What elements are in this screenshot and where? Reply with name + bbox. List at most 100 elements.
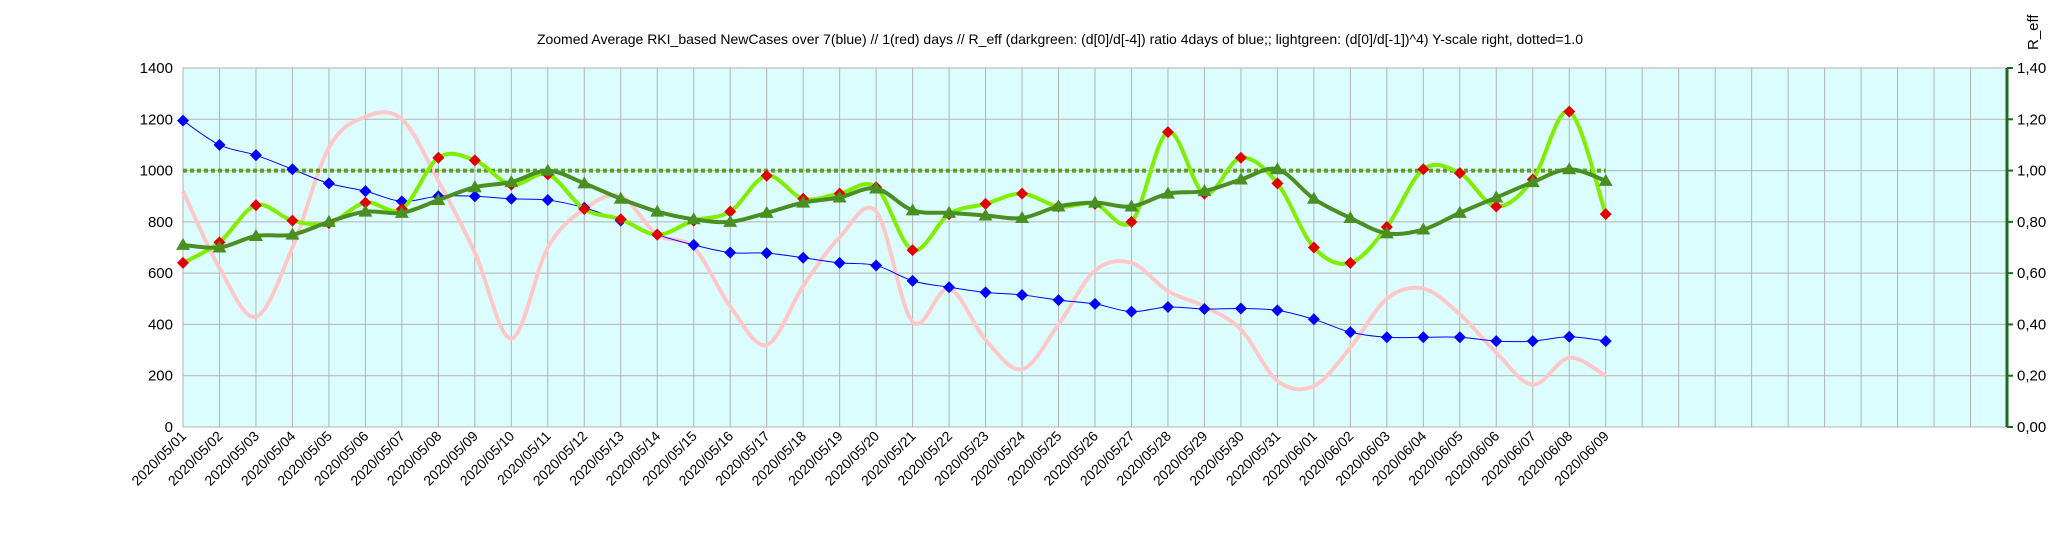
- data-point: [468, 190, 481, 203]
- data-point: [504, 175, 519, 188]
- y2-tick-label: 1,00: [2017, 163, 2046, 180]
- data-point: [942, 205, 957, 218]
- data-point: [1416, 222, 1431, 235]
- data-point: [1563, 330, 1576, 343]
- data-point: [322, 177, 335, 190]
- y2-tick-label: 0,60: [2017, 265, 2046, 282]
- data-point: [1453, 331, 1466, 344]
- data-point: [1270, 162, 1285, 175]
- data-point: [614, 213, 627, 226]
- data-point: [359, 196, 372, 209]
- data-point: [979, 286, 992, 299]
- data-point: [979, 197, 992, 210]
- data-point: [1124, 199, 1139, 212]
- data-point: [1016, 288, 1029, 301]
- data-point: [467, 180, 482, 193]
- data-point: [213, 138, 226, 151]
- data-point: [1161, 300, 1174, 313]
- data-point: [1417, 163, 1430, 176]
- y2-axis-label: R_eff: [2025, 14, 2042, 50]
- data-point: [1234, 302, 1247, 315]
- data-point: [760, 247, 773, 260]
- data-point: [1306, 191, 1321, 204]
- data-point: [1051, 199, 1066, 212]
- data-point: [1562, 162, 1577, 175]
- data-point: [724, 205, 737, 218]
- data-point: [321, 214, 336, 227]
- data-point: [177, 256, 189, 269]
- data-point: [1490, 200, 1503, 213]
- data-point: [1417, 331, 1430, 344]
- series-line: [182, 120, 1606, 343]
- data-point: [759, 205, 774, 218]
- data-point: [578, 203, 591, 216]
- data-point: [212, 240, 227, 253]
- data-point: [1526, 335, 1539, 348]
- data-point: [285, 227, 300, 240]
- y2-tick-label: 0,80: [2017, 214, 2046, 231]
- data-point: [286, 214, 299, 227]
- data-point: [651, 228, 664, 241]
- data-point: [943, 281, 956, 294]
- data-point: [832, 190, 847, 203]
- data-point: [760, 169, 773, 182]
- data-point: [1271, 304, 1284, 317]
- data-point: [1379, 226, 1394, 239]
- data-point: [906, 244, 919, 257]
- data-point: [1052, 294, 1065, 307]
- data-point: [176, 237, 190, 250]
- y-tick-label: 0: [165, 419, 173, 436]
- data-point: [833, 256, 846, 269]
- data-point: [431, 193, 446, 206]
- y-tick-label: 600: [148, 265, 173, 282]
- data-point: [905, 203, 920, 216]
- series-line: [182, 166, 1607, 250]
- data-point: [1563, 105, 1576, 118]
- y2-tick-label: 0,20: [2017, 368, 2046, 385]
- data-point: [577, 176, 592, 189]
- data-point: [650, 204, 665, 217]
- data-point: [870, 259, 883, 272]
- data-point: [1233, 172, 1248, 185]
- y-tick-label: 1000: [140, 163, 173, 180]
- y2-tick-label: 1,40: [2017, 60, 2046, 77]
- data-point: [1525, 175, 1540, 188]
- chart-title: Zoomed Average RKI_based NewCases over 7…: [537, 31, 1583, 47]
- data-point: [978, 208, 993, 221]
- data-point: [1125, 305, 1138, 318]
- data-point: [358, 204, 373, 217]
- data-point: [1452, 205, 1467, 218]
- data-point: [1599, 208, 1612, 221]
- data-point: [686, 212, 701, 225]
- y2-tick-label: 0,00: [2017, 419, 2046, 436]
- y-tick-label: 800: [148, 214, 173, 231]
- series-line: [181, 110, 1607, 392]
- data-point: [249, 149, 262, 162]
- data-point: [1489, 190, 1504, 203]
- y2-tick-label: 1,20: [2017, 111, 2046, 128]
- data-point: [359, 185, 372, 198]
- data-point: [1089, 297, 1101, 310]
- data-point: [1125, 215, 1138, 228]
- data-point: [797, 251, 810, 264]
- data-point: [1598, 173, 1613, 186]
- data-point: [1344, 326, 1357, 339]
- data-point: [1599, 335, 1612, 348]
- data-point: [1453, 167, 1466, 180]
- data-point: [869, 181, 884, 194]
- data-point: [1343, 211, 1358, 224]
- data-point: [505, 192, 518, 205]
- data-point: [724, 246, 737, 259]
- data-point: [1016, 187, 1029, 200]
- data-point: [1490, 335, 1503, 348]
- data-point: [1015, 211, 1030, 224]
- data-point: [432, 151, 445, 164]
- data-point: [906, 274, 919, 287]
- data-point: [249, 199, 262, 212]
- data-point: [723, 214, 738, 227]
- data-point: [1198, 303, 1211, 316]
- data-point: [1160, 186, 1175, 199]
- data-point: [613, 191, 628, 204]
